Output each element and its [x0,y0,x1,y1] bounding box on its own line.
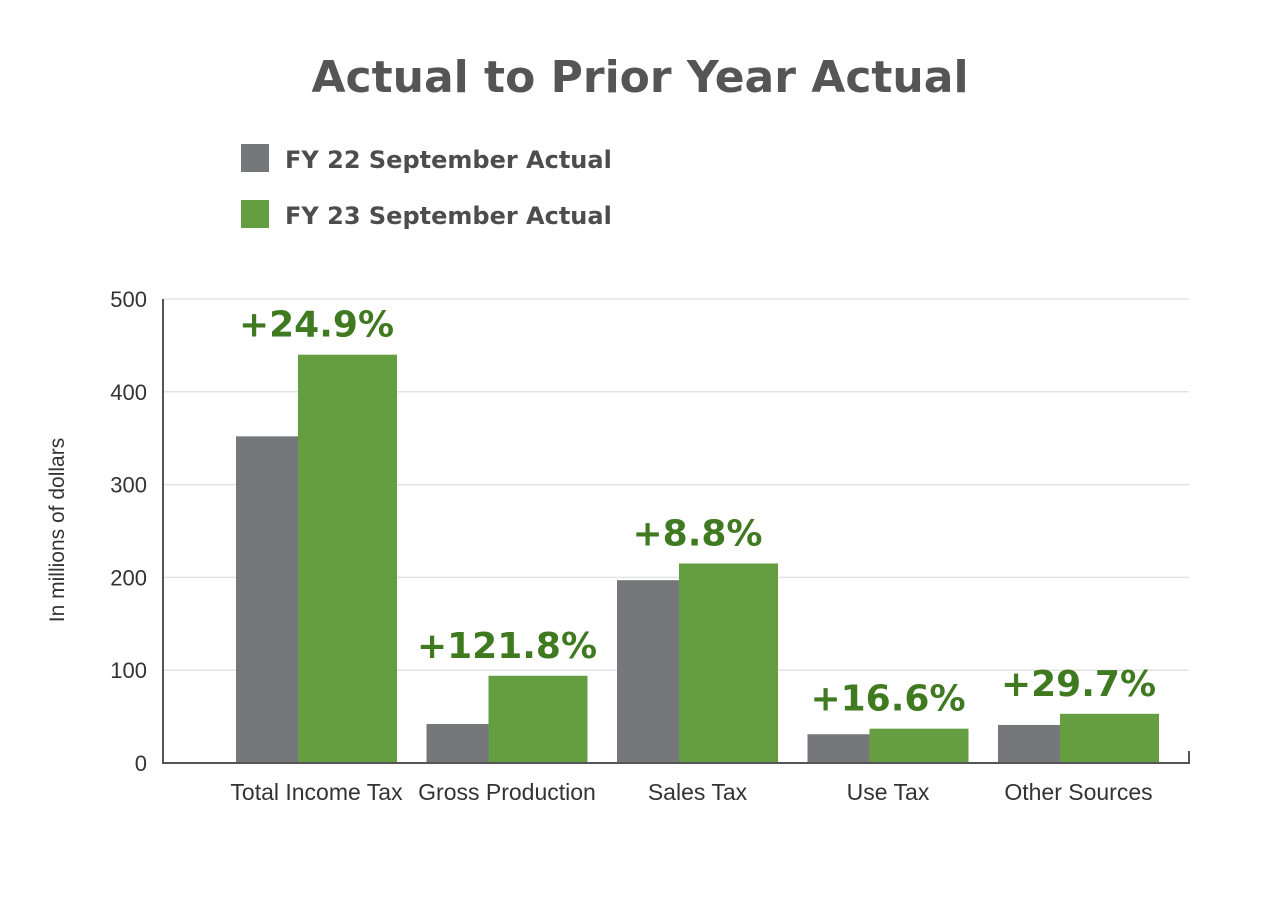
legend: FY 22 September Actual FY 23 September Ac… [241,144,612,230]
legend-swatch-2 [241,200,269,228]
percent-change-labels: +24.9% +121.8% +8.8% +16.6% +29.7% [239,305,1156,720]
percent-change-label: +16.6% [810,679,965,720]
y-tick-label: 200 [110,565,147,590]
percent-change-label: +8.8% [632,513,762,554]
bars [236,354,1159,763]
bar-fy23-3 [679,563,778,763]
y-tick-label: 0 [135,751,147,776]
y-axis-label: In millions of dollars [46,438,69,622]
bar-fy23-5 [1060,713,1159,763]
y-tick-label: 500 [110,287,147,312]
y-tick-label: 100 [110,658,147,683]
y-tick-label: 300 [110,473,147,498]
category-label: Total Income Tax [230,779,403,805]
category-label: Sales Tax [648,779,748,805]
bar-fy23-4 [869,728,969,763]
bar-fy23-1 [298,354,397,763]
legend-swatch-1 [241,144,269,172]
category-labels: Total Income Tax Gross Production Sales Ta… [230,779,1152,805]
legend-label-1: FY 22 September Actual [285,146,612,174]
axis-lines [162,299,1190,764]
y-axis-ticks: 0 100 200 300 400 500 [110,287,147,776]
percent-change-label: +29.7% [1001,664,1156,705]
category-label: Use Tax [847,779,930,805]
category-label: Other Sources [1004,779,1152,805]
bar-fy22-3 [617,580,679,763]
legend-label-2: FY 23 September Actual [285,202,612,230]
bar-fy23-2 [488,675,588,763]
bar-fy22-2 [426,724,489,763]
percent-change-label: +24.9% [239,305,394,346]
bar-fy22-4 [807,734,870,763]
bar-fy22-5 [998,724,1060,763]
category-label: Gross Production [418,779,596,805]
y-tick-label: 400 [110,380,147,405]
percent-change-label: +121.8% [417,626,597,667]
bar-fy22-1 [236,436,298,763]
chart-title: Actual to Prior Year Actual [311,52,968,103]
